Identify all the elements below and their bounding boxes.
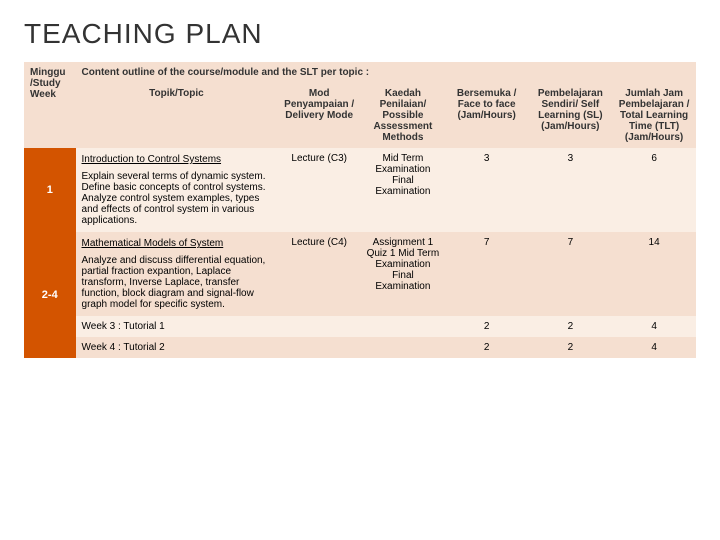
sl-cell: 3 (528, 148, 612, 232)
header-facetoface: Bersemuka / Face to face (Jam/Hours) (445, 83, 529, 148)
delivery-cell (277, 316, 361, 337)
page-title: TEACHING PLAN (24, 18, 696, 50)
f2f-cell: 2 (445, 337, 529, 358)
assessment-cell (361, 316, 445, 337)
tlt-cell: 4 (612, 316, 696, 337)
sl-cell: 7 (528, 232, 612, 316)
delivery-cell: Lecture (C3) (277, 148, 361, 232)
tlt-cell: 4 (612, 337, 696, 358)
sl-cell: 2 (528, 316, 612, 337)
topic-cell: Mathematical Models of System Analyze and… (76, 232, 278, 316)
header-tlt: Jumlah Jam Pembelajaran / Total Learning… (612, 83, 696, 148)
teaching-plan-table: Minggu /Study Week Content outline of th… (24, 62, 696, 358)
delivery-cell: Lecture (C4) (277, 232, 361, 316)
topic-body: Explain several terms of dynamic system.… (82, 171, 266, 226)
header-outline: Content outline of the course/module and… (76, 62, 696, 83)
assessment-cell: Assignment 1 Quiz 1 Mid Term Examination… (361, 232, 445, 316)
week-cell: 2-4 (24, 232, 76, 358)
header-delivery: Mod Penyampaian / Delivery Mode (277, 83, 361, 148)
topic-title: Introduction to Control Systems (82, 154, 272, 165)
header-assessment: Kaedah Penilaian/ Possible Assessment Me… (361, 83, 445, 148)
f2f-cell: 2 (445, 316, 529, 337)
topic-body: Analyze and discuss differential equatio… (82, 255, 266, 310)
week-cell: 1 (24, 148, 76, 232)
delivery-cell (277, 337, 361, 358)
header-selflearning: Pembelajaran Sendiri/ Self Learning (SL)… (528, 83, 612, 148)
tutorial-label: Week 3 : Tutorial 1 (76, 316, 278, 337)
sl-cell: 2 (528, 337, 612, 358)
topic-cell: Introduction to Control Systems Explain s… (76, 148, 278, 232)
tlt-cell: 6 (612, 148, 696, 232)
f2f-cell: 7 (445, 232, 529, 316)
tutorial-label: Week 4 : Tutorial 2 (76, 337, 278, 358)
header-week: Minggu /Study Week (24, 62, 76, 148)
assessment-cell: Mid Term Examination Final Examination (361, 148, 445, 232)
topic-title: Mathematical Models of System (82, 238, 272, 249)
f2f-cell: 3 (445, 148, 529, 232)
tlt-cell: 14 (612, 232, 696, 316)
header-topic: Topik/Topic (76, 83, 278, 148)
assessment-cell (361, 337, 445, 358)
